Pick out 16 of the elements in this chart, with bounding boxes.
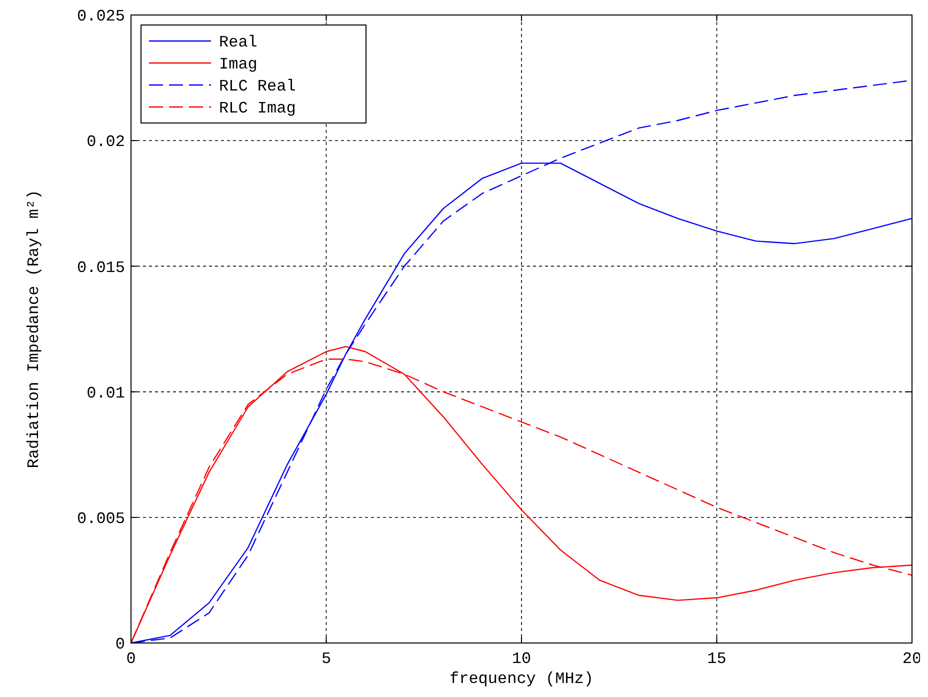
legend-label: RLC Imag <box>219 100 296 118</box>
x-axis-title: frequency (MHz) <box>449 670 594 688</box>
legend-label: Imag <box>219 56 258 74</box>
y-tick-label: 0.01 <box>86 384 125 402</box>
legend-label: Real <box>219 34 258 52</box>
y-axis-title: Radiation Impedance (Rayl m²) <box>25 190 43 468</box>
x-tick-label: 0 <box>126 650 136 668</box>
x-tick-label: 10 <box>512 650 532 668</box>
x-tick-label: 5 <box>321 650 332 668</box>
y-tick-label: 0.005 <box>76 510 125 528</box>
y-tick-label: 0.02 <box>86 133 125 152</box>
y-tick-label: 0.015 <box>76 258 125 277</box>
y-tick-label: 0 <box>115 636 125 654</box>
y-tick-label: 0.025 <box>76 8 125 26</box>
legend-label: RLC Real <box>219 78 296 96</box>
x-tick-label: 15 <box>707 650 726 668</box>
